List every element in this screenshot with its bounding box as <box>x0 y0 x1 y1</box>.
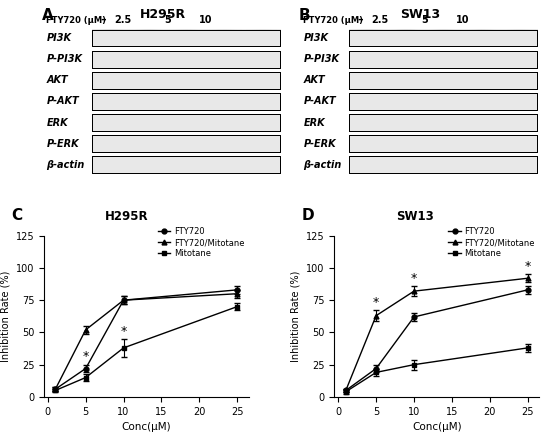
Bar <box>349 93 537 110</box>
Bar <box>349 30 537 46</box>
Bar <box>92 51 279 67</box>
Bar <box>92 30 279 46</box>
Y-axis label: Inhibition Rate (%): Inhibition Rate (%) <box>0 271 10 362</box>
Text: P-ERK: P-ERK <box>46 138 79 149</box>
Text: –: – <box>358 15 364 25</box>
Bar <box>92 114 279 131</box>
Text: *: * <box>411 272 417 285</box>
Text: *: * <box>82 350 89 363</box>
Text: ERK: ERK <box>304 117 325 127</box>
Text: 10: 10 <box>199 15 213 25</box>
Bar <box>349 157 537 173</box>
Text: B: B <box>299 8 310 23</box>
Bar <box>92 72 279 89</box>
Text: 2.5: 2.5 <box>371 15 388 25</box>
Text: PI3K: PI3K <box>304 33 328 43</box>
Bar <box>349 51 537 67</box>
Bar <box>92 30 279 46</box>
Bar <box>349 157 537 173</box>
Text: *: * <box>373 296 380 309</box>
Bar <box>349 135 537 152</box>
Bar <box>92 157 279 173</box>
Bar <box>92 135 279 152</box>
Legend: FTY720, FTY720/Mitotane, Mitotane: FTY720, FTY720/Mitotane, Mitotane <box>155 224 248 262</box>
Bar <box>92 135 279 152</box>
Bar <box>349 114 537 131</box>
X-axis label: Conc(μM): Conc(μM) <box>122 422 171 432</box>
Text: P-PI3K: P-PI3K <box>304 54 339 64</box>
Text: 5: 5 <box>421 15 428 25</box>
Text: H295R: H295R <box>106 210 149 223</box>
Text: P-AKT: P-AKT <box>46 97 79 106</box>
Text: AKT: AKT <box>304 75 325 86</box>
Bar <box>349 30 537 46</box>
Text: 2.5: 2.5 <box>114 15 131 25</box>
Text: PI3K: PI3K <box>46 33 72 43</box>
Text: P-AKT: P-AKT <box>304 97 336 106</box>
Text: H295R: H295R <box>140 8 186 22</box>
Legend: FTY720, FTY720/Mitotane, Mitotane: FTY720, FTY720/Mitotane, Mitotane <box>445 224 538 262</box>
Bar <box>92 93 279 110</box>
Bar <box>92 114 279 131</box>
Text: D: D <box>302 208 315 223</box>
Text: *: * <box>525 260 531 273</box>
Text: FTY720 (μM): FTY720 (μM) <box>46 15 106 25</box>
Text: A: A <box>42 8 53 23</box>
Bar <box>349 135 537 152</box>
X-axis label: Conc(μM): Conc(μM) <box>412 422 461 432</box>
Text: P-ERK: P-ERK <box>304 138 336 149</box>
Text: ERK: ERK <box>46 117 68 127</box>
Text: 10: 10 <box>456 15 470 25</box>
Bar <box>92 51 279 67</box>
Text: AKT: AKT <box>46 75 68 86</box>
Text: β-actin: β-actin <box>304 160 342 170</box>
Text: *: * <box>120 325 127 337</box>
Text: C: C <box>11 208 23 223</box>
Bar <box>349 51 537 67</box>
Bar <box>349 72 537 89</box>
Text: SW13: SW13 <box>396 210 433 223</box>
Bar <box>92 93 279 110</box>
Text: SW13: SW13 <box>400 8 440 22</box>
Bar <box>92 157 279 173</box>
Bar <box>92 72 279 89</box>
Text: 5: 5 <box>164 15 171 25</box>
Bar <box>349 72 537 89</box>
Text: β-actin: β-actin <box>46 160 85 170</box>
Text: P-PI3K: P-PI3K <box>46 54 82 64</box>
Text: FTY720 (μM): FTY720 (μM) <box>304 15 364 25</box>
Y-axis label: Inhibition Rate (%): Inhibition Rate (%) <box>290 271 300 362</box>
Bar <box>349 114 537 131</box>
Bar <box>349 93 537 110</box>
Text: –: – <box>101 15 106 25</box>
